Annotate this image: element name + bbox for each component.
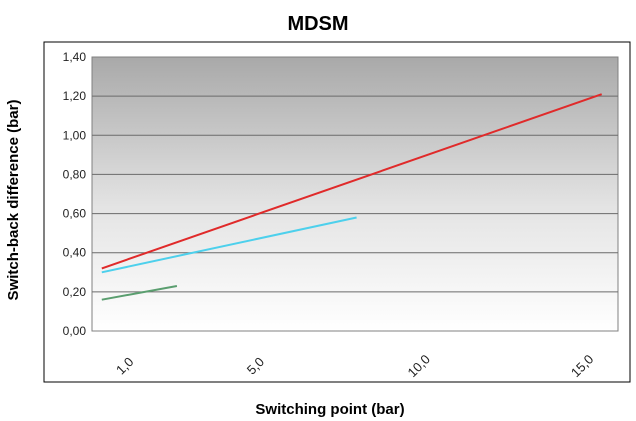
series-line bbox=[101, 93, 603, 270]
y-tick-label: 1,00 bbox=[63, 128, 87, 142]
series-line bbox=[101, 216, 357, 274]
series-group bbox=[101, 93, 603, 301]
y-axis-ticks: 0,00 0,20 0,40 0,60 0,80 1,00 1,20 1,40 bbox=[63, 50, 87, 338]
series-line bbox=[101, 285, 178, 301]
y-tick-label: 0,20 bbox=[63, 285, 87, 299]
grid bbox=[92, 95, 618, 293]
y-tick-label: 1,20 bbox=[63, 89, 87, 103]
x-axis-label: Switching point (bar) bbox=[255, 401, 404, 418]
y-tick-label: 0,60 bbox=[63, 207, 87, 221]
chart-title: MDSM bbox=[287, 13, 348, 35]
y-axis-label: Switch-back difference (bar) bbox=[5, 100, 22, 301]
plot-area bbox=[91, 56, 619, 332]
y-tick-label: 0,40 bbox=[63, 246, 87, 260]
y-tick-label: 1,40 bbox=[63, 50, 87, 64]
y-tick-label: 0,00 bbox=[63, 324, 87, 338]
y-tick-label: 0,80 bbox=[63, 167, 87, 181]
